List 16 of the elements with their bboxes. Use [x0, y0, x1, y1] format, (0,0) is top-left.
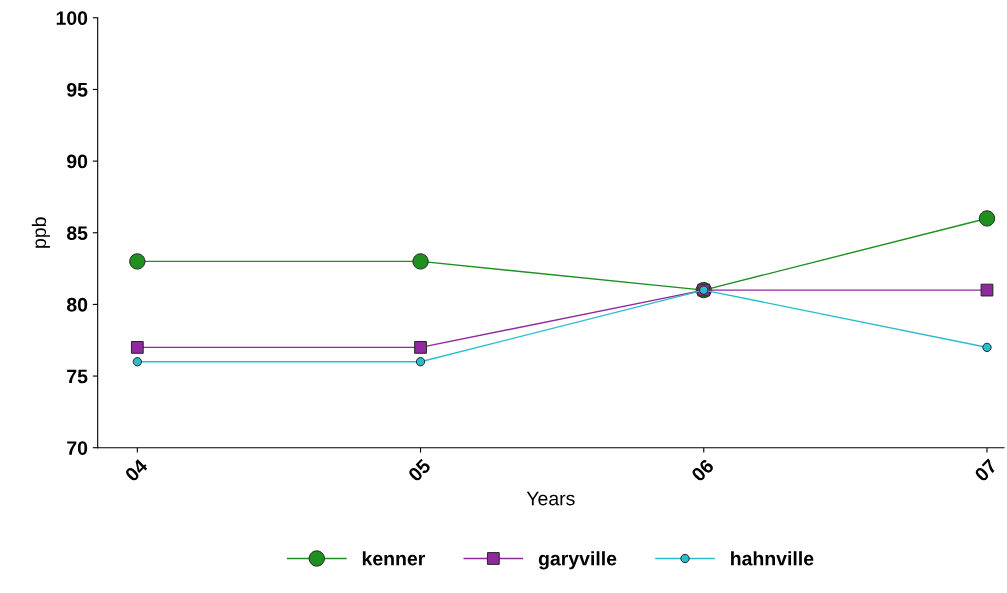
y-tick-label: 80	[66, 297, 88, 312]
legend-label: hahnville	[731, 551, 814, 566]
y-tick-label: 85	[66, 226, 88, 240]
x-axis-title: Years	[526, 491, 575, 506]
y-axis-title: ppb	[31, 217, 50, 248]
y-tick-label: 90	[67, 154, 88, 169]
y-tick-label: 95	[67, 82, 88, 97]
x-tick-label: 05	[407, 458, 432, 483]
y-tick-label: 70	[67, 441, 88, 455]
x-tick-label: 04	[124, 457, 149, 483]
x-tick-label: 07	[973, 458, 998, 483]
legend-label: garyville	[538, 551, 617, 570]
x-tick-label: 06	[690, 458, 715, 483]
y-tick-label: 75	[67, 369, 88, 384]
y-tick-label: 100	[56, 11, 88, 26]
legend-label: kenner	[362, 551, 425, 566]
